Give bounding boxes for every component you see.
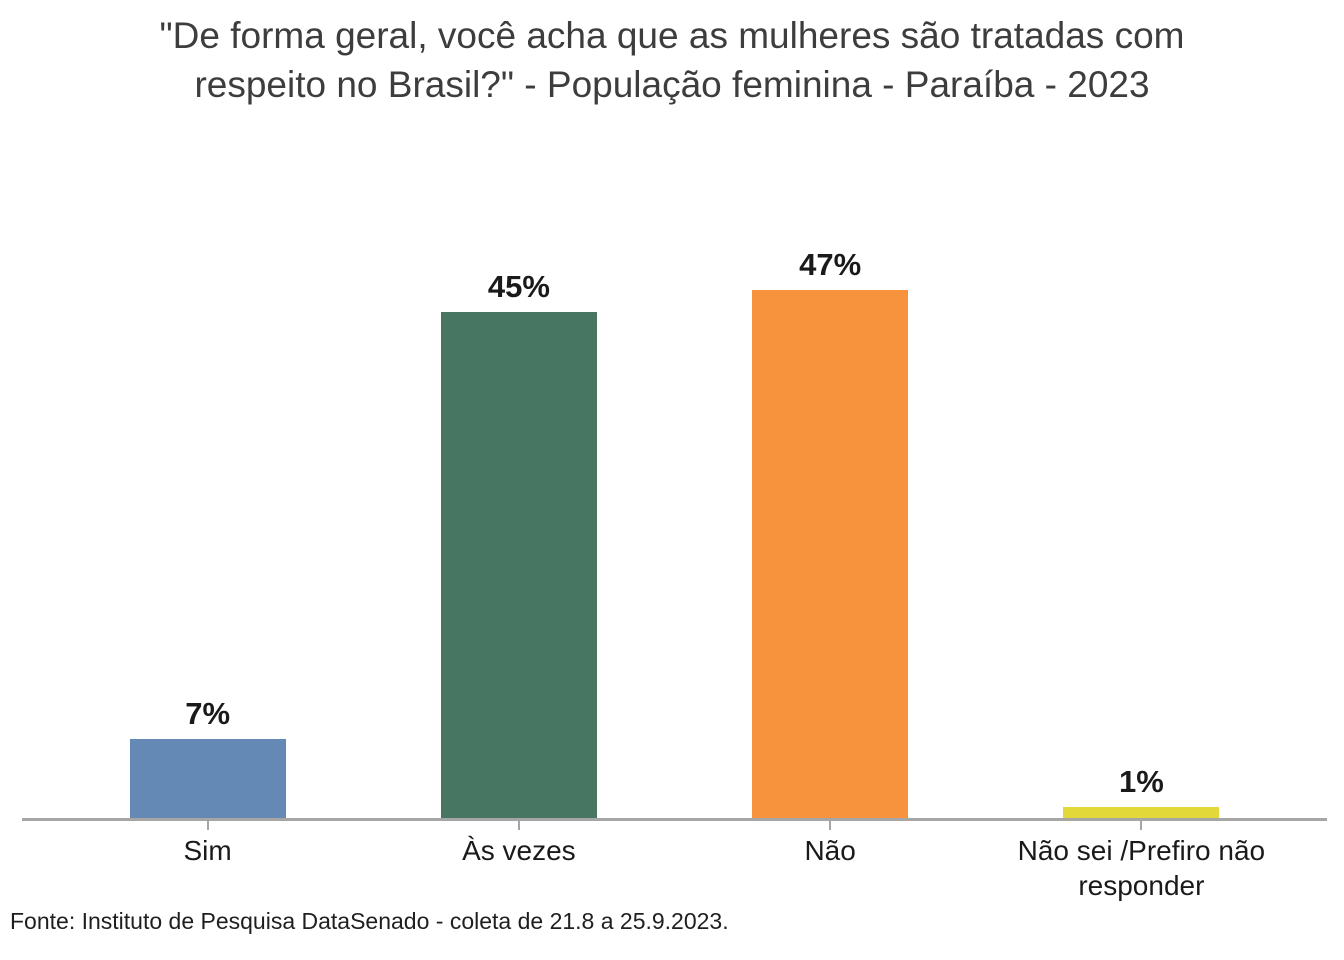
x-axis-tick	[829, 821, 832, 830]
tick-column-3	[986, 821, 1297, 830]
bar-3	[1063, 807, 1220, 818]
bar-column-3: 1%	[986, 150, 1297, 818]
chart-title: "De forma geral, você acha que as mulher…	[0, 12, 1344, 110]
x-axis-label-0: Sim	[52, 833, 363, 868]
x-axis-label-1: Às vezes	[363, 833, 674, 868]
tick-column-2	[675, 821, 986, 830]
plot-area: 7% 45% 47% 1%	[52, 150, 1297, 818]
bar-value-label: 47%	[799, 247, 862, 282]
x-axis-labels: Sim Às vezes Não Não sei /Prefiro não respo…	[52, 833, 1297, 903]
bar-column-0: 7%	[52, 150, 363, 818]
bar-2	[752, 290, 909, 818]
x-axis-tick	[517, 821, 520, 830]
bar-value-label: 45%	[487, 269, 550, 304]
x-axis-line	[22, 818, 1327, 821]
tick-column-0	[52, 821, 363, 830]
x-axis-label-text: Não sei /Prefiro não responder	[1017, 835, 1266, 901]
bar-1	[440, 312, 597, 818]
x-axis-tick	[206, 821, 209, 830]
x-axis-label-3: Não sei /Prefiro não responder	[986, 833, 1297, 903]
chart-title-line-1: "De forma geral, você acha que as mulher…	[159, 15, 1185, 56]
chart-title-line-2: respeito no Brasil?" - População feminin…	[194, 63, 1150, 105]
x-axis-tick	[1140, 821, 1143, 830]
x-axis-label-text: Não	[804, 835, 856, 866]
tick-column-1	[363, 821, 674, 830]
x-axis-ticks	[52, 821, 1297, 830]
bar-column-2: 47%	[675, 150, 986, 818]
source-note: Fonte: Instituto de Pesquisa DataSenado …	[10, 908, 729, 934]
bar-value-label: 7%	[185, 696, 231, 731]
bar-column-1: 45%	[363, 150, 674, 818]
x-axis-label-2: Não	[675, 833, 986, 868]
bar-0	[129, 739, 286, 818]
x-axis-label-text: Sim	[183, 835, 232, 866]
x-axis-label-text: Às vezes	[462, 835, 576, 866]
bar-value-label: 1%	[1118, 764, 1164, 799]
